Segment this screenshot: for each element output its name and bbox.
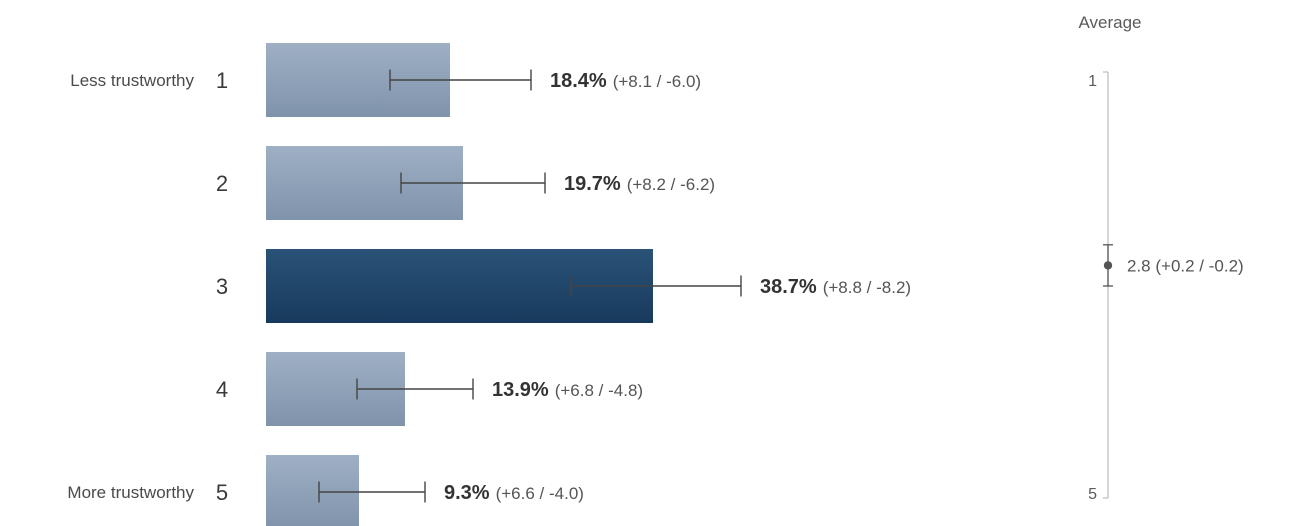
- average-value-label: 2.8 (+0.2 / -0.2): [1127, 256, 1244, 275]
- average-title: Average: [1078, 13, 1141, 32]
- bar: [266, 455, 359, 526]
- average-chart: Average 1 5 2.8 (+0.2 / -0.2): [1078, 13, 1243, 503]
- percent-value: 13.9%: [492, 379, 549, 401]
- value-label: 13.9% (+6.8 / -4.8): [492, 379, 643, 401]
- percent-value: 9.3%: [444, 482, 490, 504]
- confidence-interval: (+8.8 / -8.2): [823, 278, 911, 297]
- row-description: Less trustworthy: [70, 71, 194, 90]
- distribution-bar-chart: Less trustworthy 1 18.4% (+8.1 / -6.0) 2 19.7…: [67, 43, 911, 526]
- axis-tick-label: 5: [1088, 486, 1097, 503]
- confidence-interval: (+8.1 / -6.0): [613, 72, 701, 91]
- row-number: 4: [216, 377, 228, 402]
- percent-value: 18.4%: [550, 70, 607, 92]
- axis-tick-label: 1: [1088, 73, 1097, 90]
- percent-value: 19.7%: [564, 173, 621, 195]
- value-label: 19.7% (+8.2 / -6.2): [564, 173, 715, 195]
- confidence-interval: (+8.2 / -6.2): [627, 175, 715, 194]
- value-label: 18.4% (+8.1 / -6.0): [550, 70, 701, 92]
- row-number: 5: [216, 480, 228, 505]
- percent-value: 38.7%: [760, 276, 817, 298]
- average-point: [1103, 261, 1113, 270]
- row-number: 3: [216, 274, 228, 299]
- value-label: 9.3% (+6.6 / -4.0): [444, 482, 584, 504]
- confidence-interval: (+6.8 / -4.8): [555, 381, 643, 400]
- value-label: 38.7% (+8.8 / -8.2): [760, 276, 911, 298]
- row-description: More trustworthy: [67, 483, 194, 502]
- row-number: 2: [216, 171, 228, 196]
- row-number: 1: [216, 68, 228, 93]
- confidence-interval: (+6.6 / -4.0): [496, 484, 584, 503]
